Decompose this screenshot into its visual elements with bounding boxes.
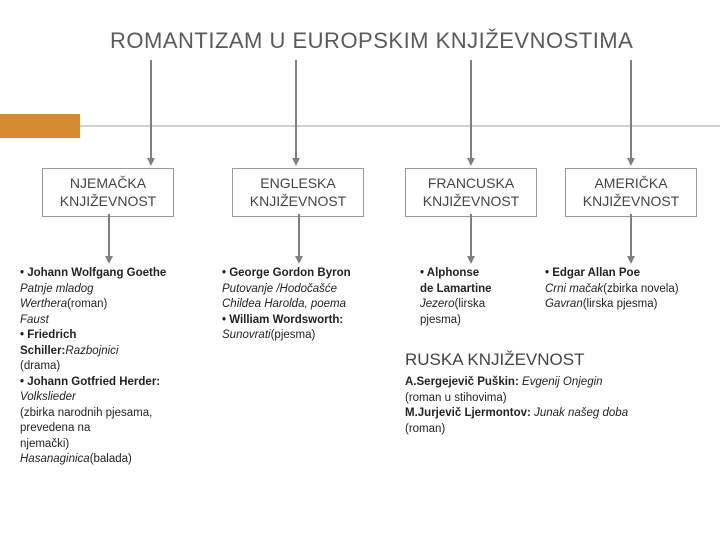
english-a2n: (pjesma): [271, 329, 316, 341]
arrow-mid-3: [467, 256, 475, 264]
english-a2: • William Wordsworth:: [222, 314, 343, 326]
german-a2n: (drama): [20, 360, 60, 372]
german-a1n1: (roman): [67, 298, 107, 310]
rus-a2: M.Jurjevič Ljermontov:: [405, 407, 531, 419]
arrow-mid-2: [295, 256, 303, 264]
american-a1: • Edgar Allan Poe: [545, 267, 640, 279]
rus-a1w: Evgenij Onjegin: [522, 376, 603, 388]
german-a3w2: Hasanaginica: [20, 453, 90, 465]
english-a1wb: Childea Harolda, poema: [222, 298, 346, 310]
detail-american: • Edgar Allan Poe Crni mačak(zbirka nove…: [545, 266, 720, 313]
american-a1w1: Crni mačak: [545, 283, 603, 295]
french-a1w: Jezero: [420, 298, 455, 310]
german-a3w2n: (balada): [90, 453, 132, 465]
german-a3: • Johann Gotfried Herder:: [20, 376, 160, 388]
french-a1na: (lirska: [455, 298, 486, 310]
connector-mid-1: [108, 214, 110, 258]
german-a3n1: (zbirka narodnih pjesama,: [20, 407, 152, 419]
german-a2w: Razbojnici: [65, 345, 118, 357]
category-english: ENGLESKA KNJIŽEVNOST: [232, 168, 364, 217]
category-french-l1: FRANCUSKA: [428, 175, 514, 191]
connector-top-2: [295, 60, 297, 160]
german-a1w2: Faust: [20, 314, 49, 326]
american-a1w2: Gavran: [545, 298, 583, 310]
category-american-l2: KNJIŽEVNOST: [583, 193, 679, 209]
category-english-l2: KNJIŽEVNOST: [250, 193, 346, 209]
english-a2w: Sunovrati: [222, 329, 271, 341]
german-a1w1a: Patnje mladog: [20, 283, 94, 295]
german-a1: • Johann Wolfgang Goethe: [20, 267, 166, 279]
connector-top-1: [150, 60, 152, 160]
german-a2a: • Friedrich: [20, 329, 76, 341]
category-american-l1: AMERIČKA: [594, 175, 667, 191]
german-a3w: Volkslieder: [20, 391, 76, 403]
arrow-top-3: [467, 158, 475, 166]
horizontal-divider: [80, 125, 720, 127]
rus-a1: A.Sergejevič Puškin:: [405, 376, 519, 388]
category-german: NJEMAČKA KNJIŽEVNOST: [42, 168, 174, 217]
category-english-l1: ENGLESKA: [260, 175, 335, 191]
arrow-top-4: [627, 158, 635, 166]
german-a3n3: njemački): [20, 438, 69, 450]
american-a1n2: (lirska pjesma): [583, 298, 658, 310]
detail-english: • George Gordon Byron Putovanje /Hodočaš…: [222, 266, 397, 344]
american-a1n1: (zbirka novela): [603, 283, 678, 295]
rus-a2n: (roman): [405, 423, 445, 435]
english-a1: • George Gordon Byron: [222, 267, 351, 279]
category-french-l2: KNJIŽEVNOST: [423, 193, 519, 209]
german-a3n2: prevedena na: [20, 422, 90, 434]
category-german-l1: NJEMAČKA: [70, 175, 146, 191]
detail-french: • Alphonse de Lamartine Jezero(lirska pj…: [420, 266, 540, 328]
german-a1w1b: Werthera: [20, 298, 67, 310]
connector-top-4: [630, 60, 632, 160]
connector-mid-3: [470, 214, 472, 258]
french-a1b: de Lamartine: [420, 283, 492, 295]
arrow-mid-4: [627, 256, 635, 264]
rus-a1n: (roman u stihovima): [405, 392, 507, 404]
arrow-top-2: [292, 158, 300, 166]
english-a1wa: Putovanje /Hodočašće: [222, 283, 337, 295]
category-american: AMERIČKA KNJIŽEVNOST: [565, 168, 697, 217]
connector-top-3: [470, 60, 472, 160]
accent-bar: [0, 114, 80, 138]
detail-russian: A.Sergejevič Puškin: Evgenij Onjegin (ro…: [405, 375, 700, 437]
connector-mid-4: [630, 214, 632, 258]
arrow-top-1: [147, 158, 155, 166]
category-german-l2: KNJIŽEVNOST: [60, 193, 156, 209]
rus-a2w: Junak našeg doba: [534, 407, 628, 419]
french-a1nb: pjesma): [420, 314, 461, 326]
french-a1a: • Alphonse: [420, 267, 479, 279]
detail-german: • Johann Wolfgang Goethe Patnje mladog W…: [20, 266, 215, 468]
german-a2b: Schiller:: [20, 345, 65, 357]
page-title: ROMANTIZAM U EUROPSKIM KNJIŽEVNOSTIMA: [110, 28, 633, 54]
connector-mid-2: [298, 214, 300, 258]
russian-title: RUSKA KNJIŽEVNOST: [405, 350, 584, 370]
category-french: FRANCUSKA KNJIŽEVNOST: [405, 168, 537, 217]
arrow-mid-1: [105, 256, 113, 264]
